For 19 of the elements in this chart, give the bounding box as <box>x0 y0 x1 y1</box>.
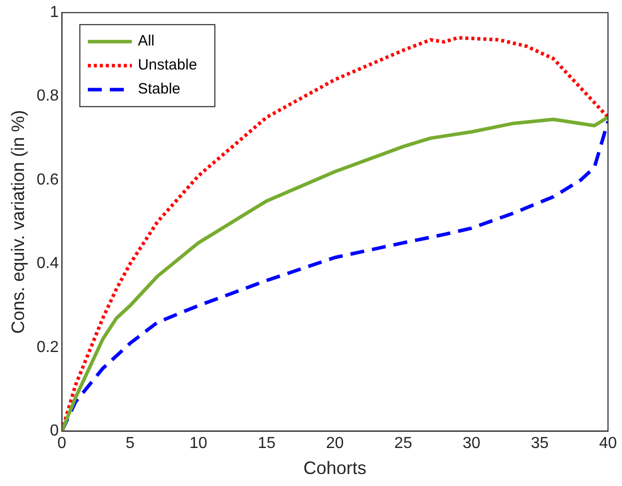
x-tick-label: 10 <box>189 435 208 452</box>
x-tick-label: 30 <box>462 435 480 452</box>
x-axis-title: Cohorts <box>303 458 366 478</box>
legend-label: Unstable <box>138 56 198 74</box>
x-tick-label: 35 <box>530 435 549 452</box>
x-tick-label: 15 <box>258 435 276 452</box>
y-tick-label: 0.6 <box>36 171 59 188</box>
x-tick-label: 20 <box>326 435 344 452</box>
y-tick-label: 0.2 <box>36 338 59 356</box>
y-axis-title: Cons. equiv. variation (in %) <box>8 110 28 334</box>
x-tick-label: 40 <box>599 435 617 452</box>
y-tick-label: 0.8 <box>36 88 59 105</box>
y-tick-label: 1 <box>50 4 59 22</box>
x-tick-label: 25 <box>394 435 412 452</box>
x-tick-label: 5 <box>126 435 135 452</box>
legend-label: Stable <box>138 80 180 98</box>
y-tick-label: 0 <box>50 422 59 440</box>
y-tick-label: 0.4 <box>36 255 59 272</box>
legend-label: All <box>138 32 155 50</box>
